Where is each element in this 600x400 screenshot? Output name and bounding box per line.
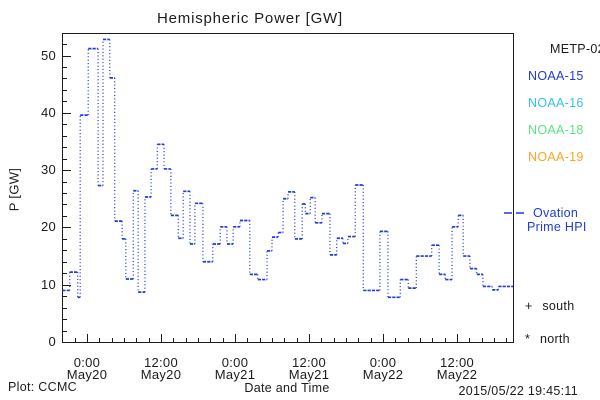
plot-timestamp: 2015/05/22 19:45:11: [458, 384, 578, 398]
y-tick-label-40: 40: [40, 104, 56, 120]
legend-ovation-line1: Ovation: [533, 206, 579, 220]
legend-hemisphere-north: * north: [525, 332, 570, 347]
legend-hemisphere-south: + south: [525, 299, 574, 314]
chart-title: Hemispheric Power [GW]: [157, 10, 343, 27]
legend-item-metp-02: METP-02: [550, 42, 600, 56]
y-tick-label-10: 10: [40, 276, 56, 292]
plot-source-label: Plot: CCMC: [8, 380, 77, 394]
legend-item-noaa-18: NOAA-18: [528, 123, 584, 137]
x-tick-date-label: May20: [140, 367, 182, 382]
x-tick-date-label: May21: [214, 367, 256, 382]
x-tick-date-label: May22: [436, 367, 478, 382]
south-marker-label: south: [538, 299, 575, 313]
y-tick-label-20: 20: [40, 219, 56, 235]
y-tick-label-30: 30: [40, 162, 56, 178]
x-tick-date-label: May22: [362, 367, 404, 382]
y-tick-label-0: 0: [48, 334, 56, 349]
x-tick-time-label: 12:00: [439, 355, 475, 370]
y-axis-title: P [GW]: [6, 167, 22, 212]
x-tick-time-label: 12:00: [143, 355, 178, 370]
legend-item-noaa-19: NOAA-19: [528, 150, 584, 164]
x-axis-title: Date and Time: [244, 381, 330, 395]
north-marker-symbol: *: [525, 332, 531, 346]
south-marker-symbol: +: [525, 299, 533, 313]
x-tick-time-label: 12:00: [291, 355, 326, 370]
legend-item-noaa-15: NOAA-15: [528, 69, 584, 83]
legend-ovation-line2: Prime HPI: [527, 220, 587, 234]
north-marker-label: north: [536, 332, 570, 346]
x-tick-date-label: May20: [66, 367, 108, 382]
plot-border: [62, 33, 514, 343]
legend-item-noaa-16: NOAA-16: [528, 96, 584, 110]
x-tick-time-label: 0:00: [73, 355, 101, 370]
x-tick-time-label: 0:00: [221, 355, 249, 370]
x-tick-time-label: 0:00: [369, 355, 397, 370]
x-tick-date-label: May21: [288, 367, 330, 382]
y-tick-label-50: 50: [40, 47, 56, 63]
